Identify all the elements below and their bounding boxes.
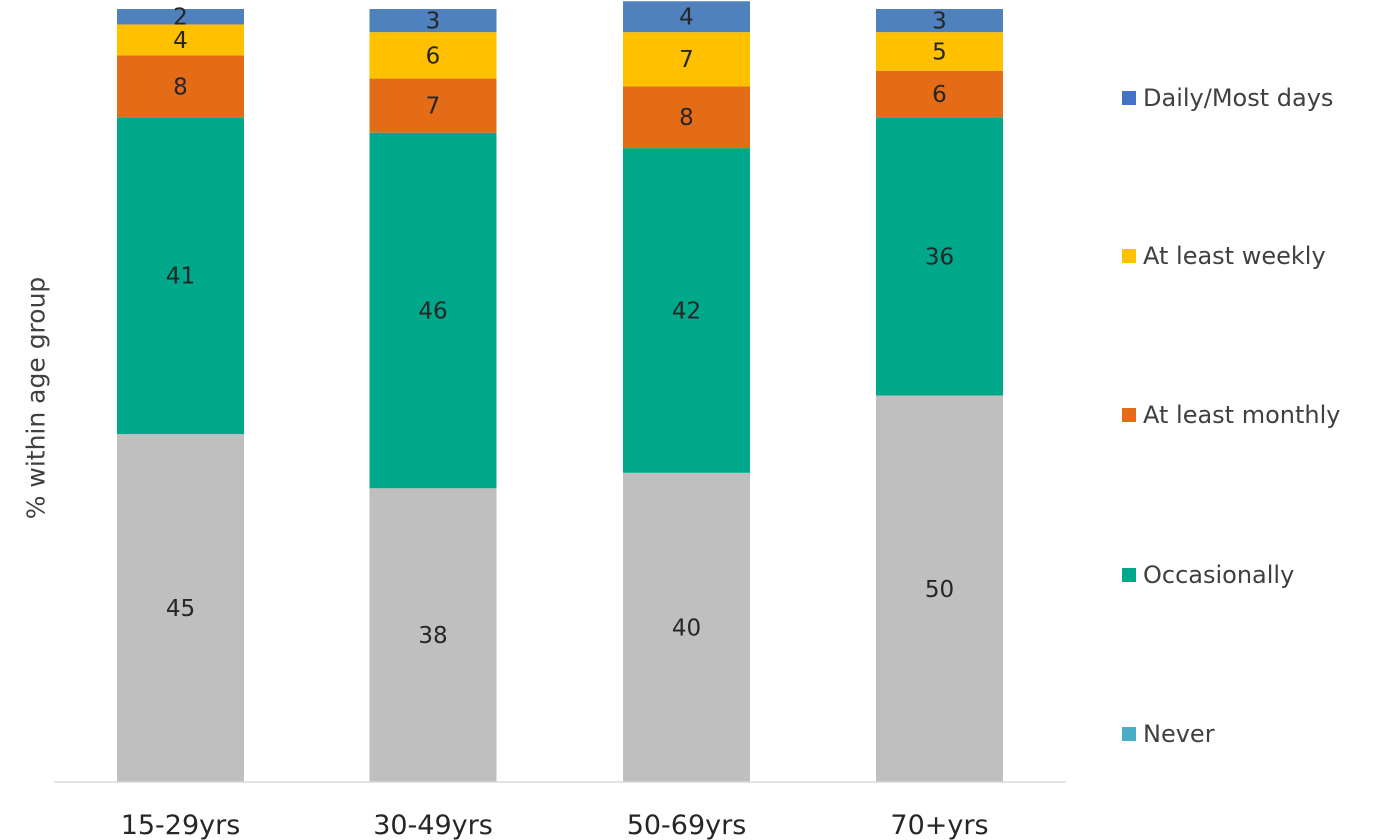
data-label-30-49yrs-at-least-weekly: 6 — [426, 43, 441, 69]
bar-segment-15-29yrs-never — [117, 434, 244, 782]
bar-segment-30-49yrs-at-least-weekly — [369, 32, 497, 79]
bar-segment-30-49yrs-daily-most-days — [369, 9, 497, 33]
bar-segment-50-69yrs-never — [623, 472, 750, 782]
legend-swatch — [1122, 249, 1136, 263]
data-label-70-yrs-occasionally: 36 — [925, 244, 954, 270]
bar-segment-70-yrs-never — [876, 395, 1003, 782]
bar-segment-30-49yrs-never — [369, 488, 497, 782]
data-label-50-69yrs-occasionally: 42 — [672, 298, 701, 324]
x-tick-label-15-29yrs: 15-29yrs — [121, 810, 241, 840]
legend-swatch — [1122, 727, 1136, 741]
bar-segment-50-69yrs-daily-most-days — [623, 1, 750, 33]
data-label-15-29yrs-never: 45 — [166, 596, 195, 622]
bar-segment-50-69yrs-occasionally — [623, 148, 750, 473]
bar-segment-15-29yrs-at-least-monthly — [117, 55, 244, 118]
data-label-50-69yrs-daily-most-days: 4 — [679, 5, 694, 31]
bar-segment-30-49yrs-at-least-monthly — [369, 78, 497, 133]
bar-segment-15-29yrs-daily-most-days — [117, 9, 244, 25]
legend-item-occasionally: Occasionally — [1122, 561, 1294, 589]
bar-segment-70-yrs-occasionally — [876, 117, 1003, 396]
bar-segment-70-yrs-at-least-weekly — [876, 32, 1003, 71]
legend-swatch — [1122, 408, 1136, 422]
bar-segment-30-49yrs-occasionally — [369, 132, 497, 489]
bar-segment-50-69yrs-at-least-monthly — [623, 86, 750, 149]
data-label-15-29yrs-occasionally: 41 — [166, 264, 195, 290]
data-label-30-49yrs-never: 38 — [418, 623, 447, 649]
x-tick-label-30-49yrs: 30-49yrs — [373, 810, 493, 840]
legend-item-never: Never — [1122, 720, 1215, 748]
legend-swatch — [1122, 91, 1136, 105]
legend-item-daily-most-days: Daily/Most days — [1122, 84, 1333, 112]
bar-segment-70-yrs-at-least-monthly — [876, 70, 1003, 118]
data-label-70-yrs-at-least-weekly: 5 — [932, 40, 947, 66]
x-tick-label-50-69yrs: 50-69yrs — [627, 810, 747, 840]
data-label-15-29yrs-at-least-weekly: 4 — [173, 28, 188, 54]
data-label-30-49yrs-daily-most-days: 3 — [426, 9, 441, 35]
legend-item-at-least-monthly: At least monthly — [1122, 401, 1340, 429]
legend-label: Never — [1143, 720, 1215, 748]
bar-segment-50-69yrs-at-least-weekly — [623, 32, 750, 87]
data-label-15-29yrs-at-least-monthly: 8 — [173, 74, 188, 100]
y-axis-label: % within age group — [21, 276, 51, 520]
data-label-30-49yrs-at-least-monthly: 7 — [426, 94, 441, 120]
bar-segment-70-yrs-daily-most-days — [876, 9, 1003, 33]
data-label-30-49yrs-occasionally: 46 — [418, 298, 447, 324]
data-label-70-yrs-never: 50 — [925, 577, 954, 603]
data-label-70-yrs-daily-most-days: 3 — [932, 9, 947, 35]
x-tick-labels: 15-29yrs 30-49yrs 50-69yrs 70+yrs — [121, 810, 989, 840]
legend-label: Daily/Most days — [1143, 84, 1334, 112]
legend-label: At least monthly — [1143, 401, 1341, 429]
bar-segment-15-29yrs-occasionally — [117, 117, 244, 435]
legend-label: Occasionally — [1143, 561, 1295, 589]
legend-swatch — [1122, 568, 1136, 582]
data-label-70-yrs-at-least-monthly: 6 — [932, 82, 947, 108]
data-label-50-69yrs-at-least-monthly: 8 — [679, 105, 694, 131]
legend: Daily/Most days At least weekly At least m… — [1122, 0, 1372, 840]
legend-item-at-least-weekly: At least weekly — [1122, 242, 1326, 270]
legend-label: At least weekly — [1143, 242, 1326, 270]
data-label-50-69yrs-never: 40 — [672, 615, 701, 641]
data-label-50-69yrs-at-least-weekly: 7 — [679, 47, 694, 73]
bar-segment-15-29yrs-at-least-weekly — [117, 24, 244, 56]
x-tick-label-70-yrs: 70+yrs — [890, 810, 988, 840]
data-label-15-29yrs-daily-most-days: 2 — [173, 5, 188, 31]
